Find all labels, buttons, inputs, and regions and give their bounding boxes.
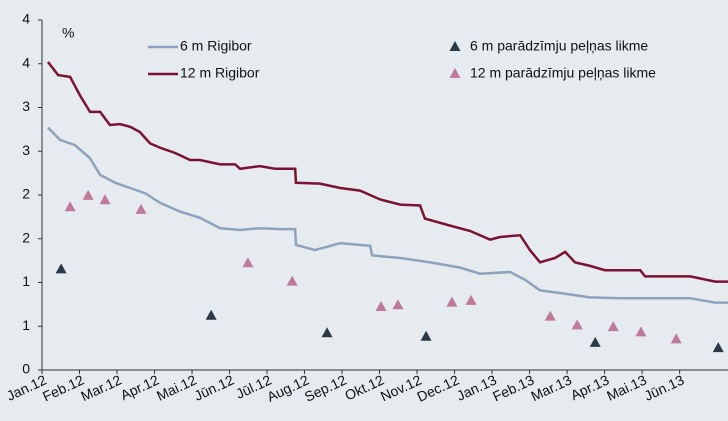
- line: [47, 61, 728, 283]
- legend-label: 6 m Rigibor: [180, 38, 252, 54]
- x-tick-label: Apr.13: [568, 371, 612, 403]
- y-tick-label: 3: [22, 142, 30, 158]
- legend-label: 12 m parādzīmju peļņas likme: [470, 65, 656, 81]
- x-tick-label: Jan.13: [454, 371, 499, 403]
- triangle-marker: [99, 194, 111, 205]
- x-tick-label: Mar.12: [78, 371, 124, 404]
- y-tick-label: 2: [22, 229, 30, 245]
- line: [47, 126, 728, 304]
- legend-label: 12 m Rigibor: [180, 65, 260, 81]
- triangle-marker: [571, 319, 583, 330]
- x-tick-label: Apr.12: [118, 371, 162, 403]
- x-tick-label: Mar.13: [528, 371, 574, 404]
- legend-swatch: [449, 68, 461, 78]
- x-tick-label: Mai.13: [604, 371, 649, 403]
- triangle-marker: [205, 309, 217, 320]
- y-tick-label: 3: [22, 98, 30, 114]
- y-tick-label: 2: [22, 186, 30, 202]
- triangle-marker: [670, 333, 682, 344]
- y-tick-label: 4: [22, 11, 30, 27]
- y-tick-label: 1: [22, 317, 30, 333]
- triangle-marker: [135, 203, 147, 214]
- triangle-marker: [55, 263, 67, 274]
- triangle-marker: [420, 330, 432, 341]
- y-tick-label: 1: [22, 273, 30, 289]
- triangle-marker: [321, 327, 333, 338]
- triangle-marker: [392, 299, 404, 310]
- x-tick-label: Mai.12: [154, 371, 199, 403]
- triangle-marker: [446, 296, 458, 307]
- legend-swatch: [449, 41, 461, 51]
- x-tick-label: Nov.12: [378, 371, 424, 404]
- triangle-marker: [607, 321, 619, 332]
- x-tick-label: Jūn.13: [642, 371, 687, 403]
- y-tick-label: 0: [22, 361, 30, 377]
- triangle-marker: [635, 326, 647, 337]
- triangle-marker: [286, 275, 298, 286]
- triangle-marker: [375, 301, 387, 311]
- triangle-marker: [465, 294, 477, 305]
- x-tick-label: Okt.12: [342, 371, 386, 403]
- triangle-marker: [82, 189, 94, 200]
- y-axis-label: %: [62, 25, 74, 41]
- legend-label: 6 m parādzīmju peļņas likme: [470, 38, 648, 54]
- x-tick-label: Jūn.12: [191, 371, 236, 403]
- triangle-marker: [242, 257, 254, 268]
- triangle-marker: [589, 336, 601, 347]
- triangle-marker: [64, 201, 76, 212]
- triangle-marker: [712, 342, 724, 353]
- triangle-marker: [544, 310, 556, 321]
- y-tick-label: 4: [22, 54, 30, 70]
